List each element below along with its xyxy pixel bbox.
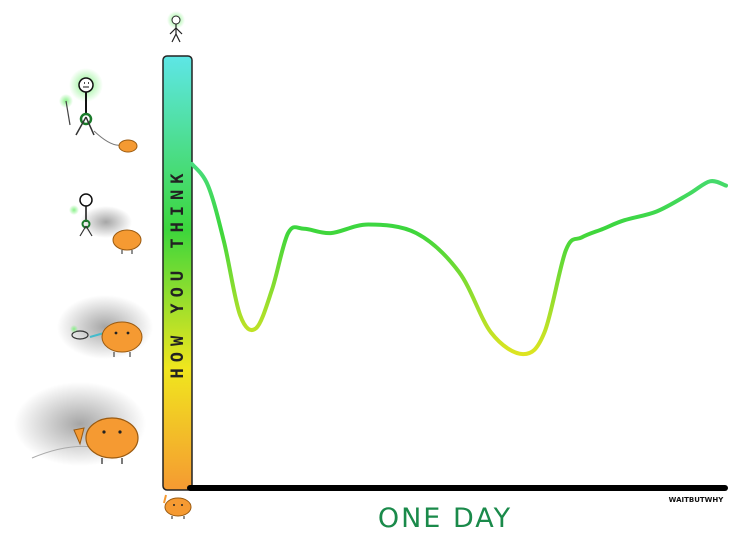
series-line: [190, 162, 728, 357]
x-axis-label: ONE DAY: [378, 503, 512, 534]
credit-label: WAITBUTWHY: [669, 496, 725, 504]
y-axis: HOW YOU THINK: [162, 55, 193, 491]
y-axis-label: HOW YOU THINK: [168, 167, 188, 378]
thinking-gradient-bar: [162, 55, 193, 491]
x-axis: ONE DAY WAITBUTWHY: [187, 485, 728, 534]
monster-smoke-figure-icon: [57, 295, 153, 359]
stick-figure-walking-monster-icon: [59, 68, 138, 153]
stick-figure-top-icon: [167, 11, 185, 43]
orange-monster-icon: [163, 494, 192, 519]
monster-dominant-smoke-icon: [14, 382, 146, 466]
stick-figure-smoke-monster-icon: [69, 193, 142, 254]
